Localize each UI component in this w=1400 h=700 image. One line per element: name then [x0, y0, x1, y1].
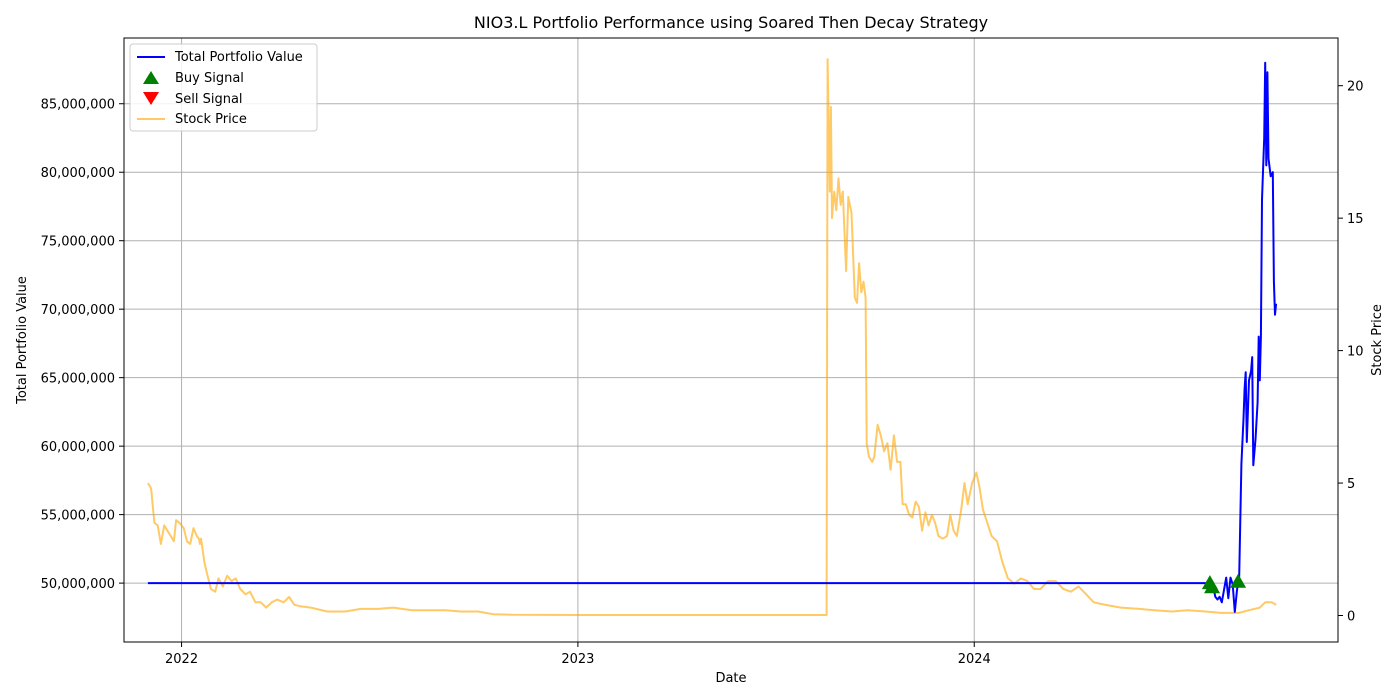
- x-tick-label: 2022: [165, 652, 198, 667]
- y-axis-right-ticks: 0 5 10 15 20: [1338, 80, 1364, 625]
- y-tick-label: 80,000,000: [41, 166, 115, 181]
- buy-signal-marker: [1204, 579, 1221, 594]
- legend-sell-label: Sell Signal: [175, 92, 243, 107]
- x-axis-label: Date: [715, 671, 746, 686]
- y-right-tick-label: 15: [1347, 212, 1364, 227]
- legend-portfolio-label: Total Portfolio Value: [174, 50, 303, 65]
- portfolio-layer: [147, 61, 1278, 613]
- y-tick-label: 55,000,000: [41, 509, 115, 524]
- legend-buy-marker: [143, 71, 159, 84]
- y-axis-right-label: Stock Price: [1370, 304, 1385, 376]
- legend-buy-label: Buy Signal: [175, 71, 244, 86]
- legend-box: [129, 43, 318, 132]
- legend-sell-marker: [143, 92, 159, 105]
- signal-markers: [1201, 573, 1247, 594]
- y-right-tick-label: 20: [1347, 80, 1364, 95]
- portfolio-value-line: [147, 61, 1278, 613]
- y-tick-label: 50,000,000: [41, 577, 115, 592]
- legend-price-label: Stock Price: [175, 112, 247, 127]
- y-tick-label: 60,000,000: [41, 440, 115, 455]
- x-tick-label: 2023: [561, 652, 594, 667]
- y-tick-label: 85,000,000: [41, 98, 115, 113]
- y-tick-label: 65,000,000: [41, 372, 115, 387]
- y-right-tick-label: 5: [1347, 477, 1355, 492]
- stock-price-line: [147, 58, 1277, 616]
- chart-title: NIO3.L Portfolio Performance using Soare…: [474, 13, 988, 32]
- y-axis-label: Total Portfolio Value: [15, 276, 30, 405]
- x-tick-label: 2024: [958, 652, 991, 667]
- y-tick-label: 70,000,000: [41, 303, 115, 318]
- price-layer: [147, 58, 1277, 616]
- legend: Total Portfolio Value Buy Signal Sell Si…: [129, 43, 318, 132]
- y-right-tick-label: 0: [1347, 610, 1355, 625]
- buy-signal-marker: [1230, 573, 1247, 588]
- x-axis-ticks: 2022 2023 2024: [165, 642, 991, 667]
- y-tick-label: 75,000,000: [41, 235, 115, 250]
- plot-frame: [123, 37, 1339, 643]
- y-axis-left-ticks: 50,000,000 55,000,000 60,000,000 65,000,000…: [41, 98, 124, 592]
- y-right-tick-label: 10: [1347, 345, 1364, 360]
